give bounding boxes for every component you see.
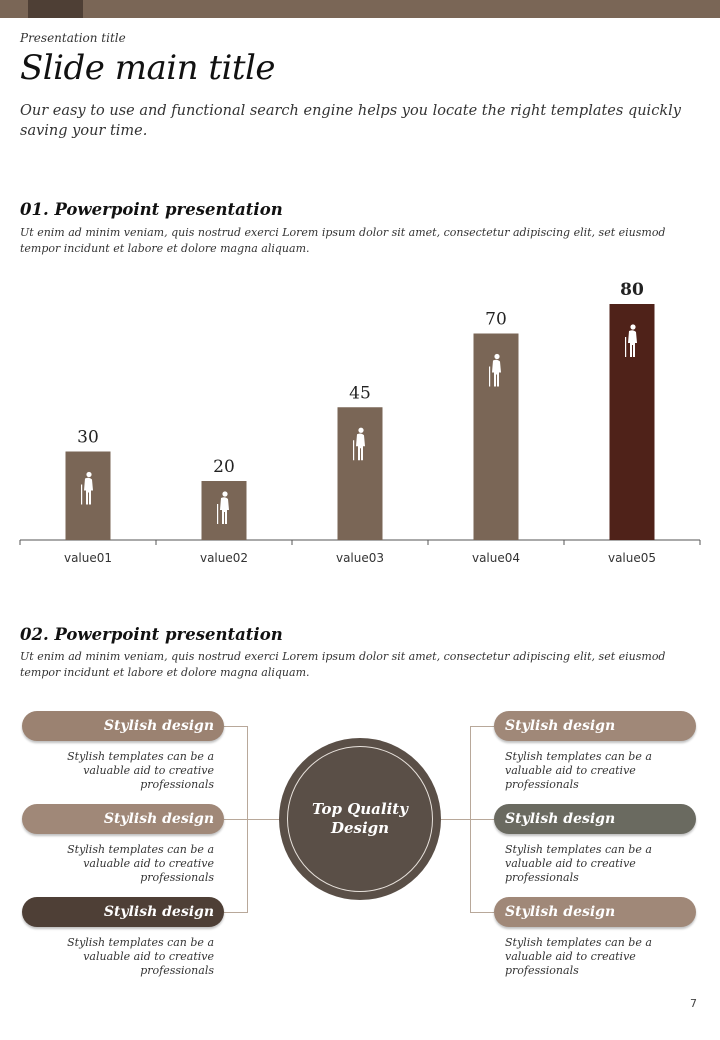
stylish-design-pill: Stylish design	[494, 711, 696, 741]
stylish-design-description: Stylish templates can be a valuable aid …	[505, 843, 652, 884]
elderly-person-icon	[217, 491, 229, 524]
elderly-person-icon	[81, 471, 93, 505]
elderly-person-icon-part	[494, 353, 500, 360]
stylish-design-description: Stylish templates can be a valuable aid …	[505, 936, 652, 977]
center-text: Top Quality Design	[312, 800, 408, 837]
elderly-person-icon-part	[625, 337, 627, 357]
connector-line	[224, 726, 248, 727]
stylish-design-description: Stylish templates can be a valuable aid …	[67, 750, 214, 791]
elderly-person-icon-part	[492, 359, 501, 387]
x-tick-label: value02	[200, 551, 248, 565]
data-label: 80	[620, 280, 644, 300]
elderly-person-icon-part	[222, 491, 228, 497]
elderly-person-icon-part	[353, 440, 355, 461]
connector-line	[470, 726, 494, 727]
elderly-person-icon-part	[86, 471, 92, 478]
stylish-design-description: Stylish templates can be a valuable aid …	[67, 936, 214, 977]
connector-line	[224, 912, 248, 913]
section2-title: 02. Powerpoint presentation	[20, 625, 283, 644]
connector-line	[470, 912, 494, 913]
x-tick-label: value01	[64, 551, 112, 565]
stylish-design-pill: Stylish design	[494, 897, 696, 927]
elderly-person-icon-part	[489, 366, 491, 387]
data-label: 20	[213, 457, 235, 477]
data-label: 70	[485, 310, 507, 330]
elderly-person-icon	[489, 353, 501, 387]
section1-body: Ut enim ad minim veniam, quis nostrud ex…	[20, 226, 666, 255]
elderly-person-icon-part	[217, 504, 219, 524]
stylish-design-description: Stylish templates can be a valuable aid …	[505, 750, 652, 791]
elderly-person-icon-part	[356, 433, 365, 461]
presentation-title: Presentation title	[20, 31, 126, 45]
bar	[337, 407, 383, 540]
x-tick-label: value03	[336, 551, 384, 565]
elderly-person-icon-part	[628, 330, 637, 357]
connector-line	[224, 819, 280, 820]
stylish-design-pill: Stylish design	[22, 711, 224, 741]
stylish-design-pill: Stylish design	[22, 804, 224, 834]
elderly-person-icon-part	[358, 427, 364, 433]
section1-title: 01. Powerpoint presentation	[20, 200, 283, 219]
slide-subtitle: Our easy to use and functional search en…	[20, 103, 681, 139]
stylish-design-description: Stylish templates can be a valuable aid …	[67, 843, 214, 884]
elderly-person-icon-part	[630, 324, 636, 330]
x-tick-label: value05	[608, 551, 656, 565]
elderly-person-icon	[625, 324, 637, 357]
x-tick-label: value04	[472, 551, 520, 565]
center-circle-inner: Top Quality Design	[287, 746, 433, 892]
elderly-person-icon-part	[220, 497, 229, 524]
bar-chart: 30 value01 20 value02 45 value03 70 value04 80 va…	[19, 280, 701, 565]
stylish-design-pill: Stylish design	[494, 804, 696, 834]
stylish-design-pill: Stylish design	[22, 897, 224, 927]
elderly-person-icon	[353, 427, 365, 461]
elderly-person-icon-part	[81, 484, 83, 505]
top-accent-bar	[0, 0, 720, 18]
slide-main-title: Slide main title	[20, 48, 276, 88]
connector-line	[440, 819, 494, 820]
page-number: 7	[690, 997, 697, 1010]
top-accent-tab	[28, 0, 83, 18]
data-label: 45	[349, 383, 371, 403]
elderly-person-icon-part	[84, 477, 93, 505]
section2-body: Ut enim ad minim veniam, quis nostrud ex…	[20, 650, 666, 679]
data-label: 30	[77, 428, 99, 448]
